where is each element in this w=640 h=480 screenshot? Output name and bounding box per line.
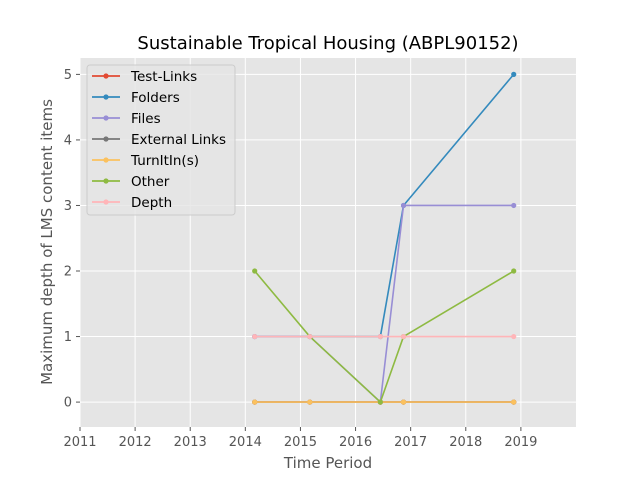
data-point-other bbox=[252, 268, 258, 274]
y-tick-label: 1 bbox=[64, 330, 72, 345]
data-point-depth bbox=[377, 333, 383, 340]
y-tick-label: 4 bbox=[64, 133, 72, 148]
legend-marker-files bbox=[103, 115, 109, 121]
data-point-other bbox=[511, 268, 517, 274]
data-point-turnitin-s bbox=[252, 399, 258, 405]
legend-marker-turnitin-s bbox=[103, 157, 109, 163]
data-point-files bbox=[511, 202, 517, 209]
legend-label-turnitin-s: TurnItIn(s) bbox=[130, 153, 199, 169]
legend-box bbox=[86, 64, 236, 216]
legend-marker-external-links bbox=[103, 136, 109, 142]
legend-label-folders: Folders bbox=[131, 90, 180, 106]
x-tick-label: 2017 bbox=[394, 435, 427, 450]
legend-label-test-links: Test-Links bbox=[130, 69, 197, 85]
legend-label-other: Other bbox=[131, 174, 170, 190]
x-tick-label: 2016 bbox=[339, 435, 372, 450]
data-point-depth bbox=[307, 333, 313, 340]
data-point-turnitin-s bbox=[307, 399, 313, 405]
data-point-files bbox=[400, 202, 407, 209]
data-point-other bbox=[377, 399, 383, 405]
data-point-depth bbox=[511, 333, 517, 340]
legend-marker-folders bbox=[103, 94, 109, 100]
y-tick-label: 3 bbox=[64, 199, 72, 214]
series-depth bbox=[252, 333, 517, 340]
legend-marker-test-links bbox=[103, 73, 109, 79]
x-axis-ticks: 2011 2012 2013 2014 2015 2016 2017 2018 2019 bbox=[63, 427, 537, 450]
legend-marker-depth bbox=[103, 199, 109, 205]
legend-marker-other bbox=[103, 178, 109, 184]
legend-label-external-links: External Links bbox=[131, 132, 226, 148]
x-tick-label: 2011 bbox=[63, 435, 96, 450]
x-axis-label: Time Period bbox=[283, 454, 372, 472]
data-point-depth bbox=[252, 333, 258, 340]
data-point-turnitin-s bbox=[400, 399, 407, 405]
y-axis-label: Maximum depth of LMS content items bbox=[38, 99, 56, 385]
series-group bbox=[252, 71, 517, 405]
legend: Test-Links Folders Files External Links Turn… bbox=[86, 64, 236, 216]
x-tick-label: 2019 bbox=[504, 435, 537, 450]
y-tick-label: 0 bbox=[64, 396, 72, 411]
x-tick-label: 2013 bbox=[174, 435, 207, 450]
legend-label-files: Files bbox=[131, 111, 161, 127]
legend-label-depth: Depth bbox=[131, 195, 172, 211]
y-tick-label: 2 bbox=[64, 265, 72, 280]
data-point-turnitin-s bbox=[511, 399, 517, 405]
x-tick-label: 2018 bbox=[449, 435, 482, 450]
data-point-depth bbox=[400, 333, 407, 340]
x-tick-label: 2012 bbox=[119, 435, 152, 450]
y-tick-label: 5 bbox=[64, 68, 72, 83]
chart-title: Sustainable Tropical Housing (ABPL90152) bbox=[137, 33, 518, 54]
x-tick-label: 2015 bbox=[284, 435, 317, 450]
data-point-folders bbox=[511, 71, 517, 77]
x-tick-label: 2014 bbox=[229, 435, 262, 450]
y-axis-ticks: 0 1 2 3 4 5 bbox=[64, 68, 80, 411]
